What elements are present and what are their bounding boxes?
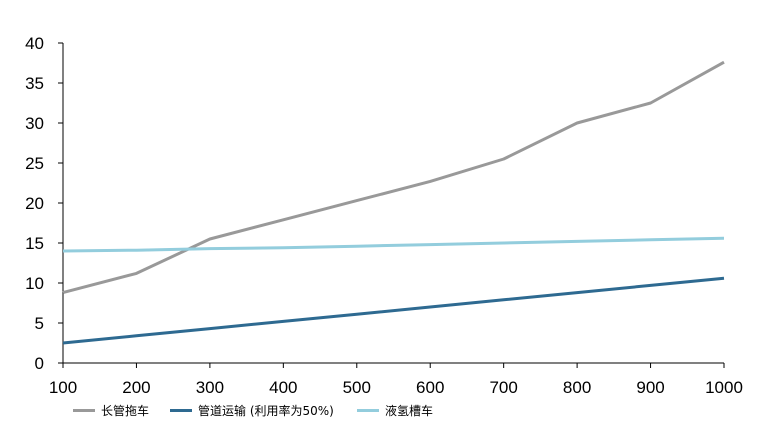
- y-tick-label: 35: [25, 74, 44, 93]
- x-tick-label: 600: [416, 378, 444, 397]
- series-line-0: [62, 60, 725, 295]
- y-tick-label: 30: [25, 114, 44, 133]
- series-layer: [62, 60, 725, 345]
- x-tick-label: 800: [563, 378, 591, 397]
- legend-swatch: [170, 408, 192, 412]
- y-tick-label: 15: [25, 234, 44, 253]
- y-tick-label: 20: [25, 194, 44, 213]
- x-tick-label: 900: [636, 378, 664, 397]
- y-tick-label: 25: [25, 154, 44, 173]
- legend-label: 液氢槽车: [385, 403, 434, 418]
- y-tick-label: 5: [35, 314, 44, 333]
- y-tick-label: 10: [25, 274, 44, 293]
- axes: 0 5 10 15 20 25 30 35 40 100 200 300 400 500 600 700 800…: [25, 34, 743, 397]
- y-tick-label: 0: [35, 354, 44, 373]
- x-tick-label: 100: [49, 378, 77, 397]
- legend-item: 液氢槽车: [357, 402, 433, 419]
- x-tick-label: 200: [122, 378, 150, 397]
- legend-swatch: [73, 408, 95, 412]
- x-tick-label: 300: [196, 378, 224, 397]
- legend-swatch: [357, 408, 379, 412]
- series-line-1: [62, 276, 725, 345]
- x-tick-label: 700: [489, 378, 517, 397]
- legend-item: 管道运输 (利用率为50%): [170, 402, 334, 419]
- x-tick-label: 1000: [705, 378, 743, 397]
- x-tick-label: 500: [343, 378, 371, 397]
- x-tick-label: 400: [269, 378, 297, 397]
- series-line-2: [62, 236, 725, 253]
- legend-label: 管道运输 (利用率为50%): [198, 403, 334, 418]
- y-tick-label: 40: [25, 34, 44, 53]
- legend-label: 长管拖车: [101, 403, 150, 418]
- legend-item: 长管拖车: [73, 402, 149, 419]
